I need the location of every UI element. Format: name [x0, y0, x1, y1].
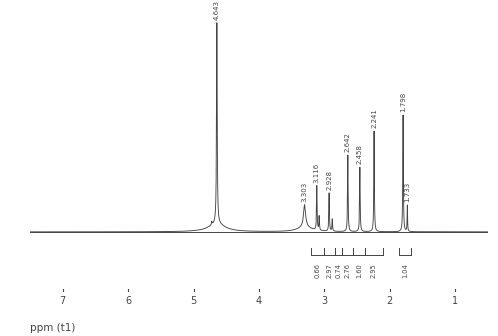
Text: 4.643: 4.643 [214, 0, 220, 20]
Text: 1.04: 1.04 [402, 263, 408, 278]
Text: 2.95: 2.95 [371, 263, 376, 278]
Text: 2.241: 2.241 [371, 108, 377, 128]
Text: 1: 1 [452, 296, 458, 306]
Text: 2.928: 2.928 [326, 170, 332, 190]
Text: 0.74: 0.74 [335, 263, 341, 278]
Text: 2.97: 2.97 [326, 263, 332, 278]
Text: 3.116: 3.116 [314, 162, 320, 182]
Text: 4: 4 [256, 296, 262, 306]
Text: 0.66: 0.66 [314, 263, 320, 278]
Text: 2: 2 [387, 296, 393, 306]
Text: 2.76: 2.76 [344, 263, 350, 278]
Text: 5: 5 [190, 296, 197, 306]
Text: 1.798: 1.798 [400, 92, 406, 112]
Text: 6: 6 [125, 296, 131, 306]
Text: 1.733: 1.733 [404, 182, 410, 202]
Text: 3: 3 [321, 296, 328, 306]
Text: 3.303: 3.303 [302, 181, 308, 202]
Text: 2.642: 2.642 [345, 132, 351, 152]
Text: 7: 7 [59, 296, 66, 306]
Text: 2.458: 2.458 [357, 144, 363, 164]
Text: 1.60: 1.60 [356, 263, 362, 278]
Text: ppm (t1): ppm (t1) [30, 323, 75, 333]
